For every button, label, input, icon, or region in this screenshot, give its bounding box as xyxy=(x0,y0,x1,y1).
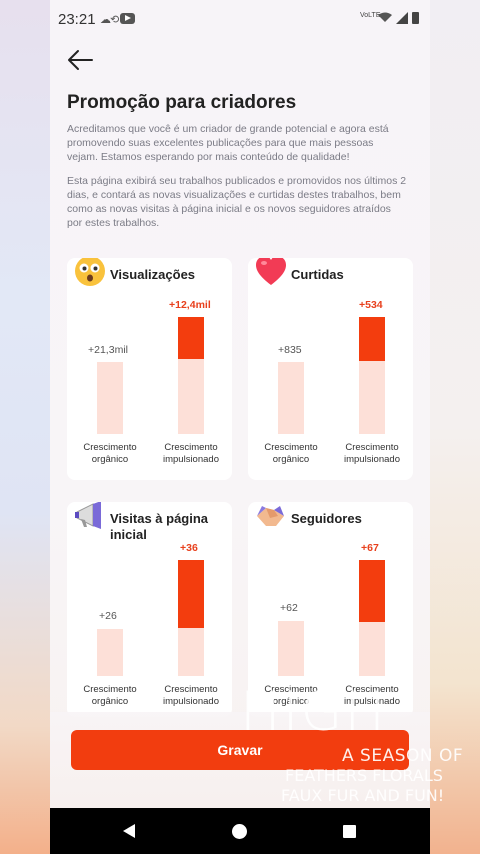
boosted-bar xyxy=(359,560,385,676)
boosted-bar-highlight xyxy=(178,560,204,628)
card-seguidores: Seguidores +62 +67 Crescimento orgânico … xyxy=(248,502,413,717)
card-title: Visualizações xyxy=(110,267,196,282)
surprised-face-icon xyxy=(75,258,105,286)
organic-bar xyxy=(97,362,123,434)
youtube-icon xyxy=(120,13,135,24)
organic-value: +21,3mil xyxy=(88,344,128,356)
status-time: 23:21 xyxy=(58,11,96,28)
boosted-label: Crescimento impulsionado xyxy=(163,684,219,707)
cloud-icon: ☁ xyxy=(100,14,111,26)
video-overlay-line1: A SEASON OF xyxy=(342,746,464,766)
app-screen: 23:21 ☁ ⟲ VoLTE Promoção para criadores … xyxy=(50,0,430,854)
description-details: Esta página exibirá seu trabalhos public… xyxy=(67,175,407,229)
wifi-icon xyxy=(378,12,392,22)
nav-home-icon[interactable] xyxy=(232,824,247,839)
organic-bar xyxy=(97,629,123,676)
video-overlay-line3: FAUX FUR AND FUN! xyxy=(281,786,445,805)
organic-label: Crescimento orgânico xyxy=(83,684,137,707)
organic-bar xyxy=(278,621,304,676)
boosted-value: +12,4mil xyxy=(169,299,211,311)
organic-label: Crescimento orgânico xyxy=(264,442,318,465)
card-visualizacoes: Visualizações +21,3mil +12,4mil Crescime… xyxy=(67,258,232,480)
boosted-bar xyxy=(359,317,385,434)
organic-value: +835 xyxy=(278,344,302,356)
battery-icon xyxy=(412,12,419,24)
organic-bar xyxy=(278,362,304,434)
navigation-bar xyxy=(50,808,430,854)
left-background-panel xyxy=(0,0,50,854)
nav-back-icon[interactable] xyxy=(123,824,135,838)
boosted-label: Crescimento impulsionado xyxy=(344,684,400,707)
card-visitas-pagina-inicial: Visitas à página inicial +26 +36 Crescim… xyxy=(67,502,232,717)
gravar-button[interactable]: Gravar xyxy=(71,730,409,770)
video-overlay-title: HIGH xyxy=(240,680,387,743)
organic-value: +62 xyxy=(280,602,298,614)
volte-indicator: VoLTE xyxy=(360,12,381,19)
boosted-bar xyxy=(178,560,204,676)
card-curtidas: Curtidas +835 +534 Crescimento orgânico … xyxy=(248,258,413,480)
boosted-bar-highlight xyxy=(359,560,385,622)
boosted-bar xyxy=(178,317,204,434)
organic-value: +26 xyxy=(99,610,117,622)
status-bar: 23:21 ☁ ⟲ VoLTE xyxy=(50,0,430,38)
card-title: Curtidas xyxy=(291,267,344,282)
boosted-value: +67 xyxy=(361,542,379,554)
signal-icon xyxy=(396,12,408,24)
card-title: Seguidores xyxy=(291,511,362,526)
card-title: Visitas à página inicial xyxy=(110,511,209,542)
megaphone-icon xyxy=(75,502,101,529)
sync-icon: ⟲ xyxy=(110,14,120,26)
video-overlay-line2: FEATHERS FLORALS xyxy=(285,766,443,785)
page-title: Promoção para criadores xyxy=(67,92,297,113)
description-intro: Acreditamos que você é um criador de gra… xyxy=(67,123,389,163)
arrow-left-icon[interactable] xyxy=(66,48,94,72)
boosted-label: Crescimento impulsionado xyxy=(344,442,400,465)
right-background-panel xyxy=(430,0,480,854)
boosted-bar-highlight xyxy=(359,317,385,361)
boosted-label: Crescimento impulsionado xyxy=(163,442,219,465)
nav-recents-icon[interactable] xyxy=(343,825,356,838)
heart-icon xyxy=(256,258,286,285)
boosted-value: +534 xyxy=(359,299,383,311)
organic-label: Crescimento orgânico xyxy=(83,442,137,465)
boosted-value: +36 xyxy=(180,542,198,554)
organic-label: Crescimento orgânico xyxy=(264,684,318,707)
handshake-icon xyxy=(257,506,284,526)
boosted-bar-highlight xyxy=(178,317,204,359)
